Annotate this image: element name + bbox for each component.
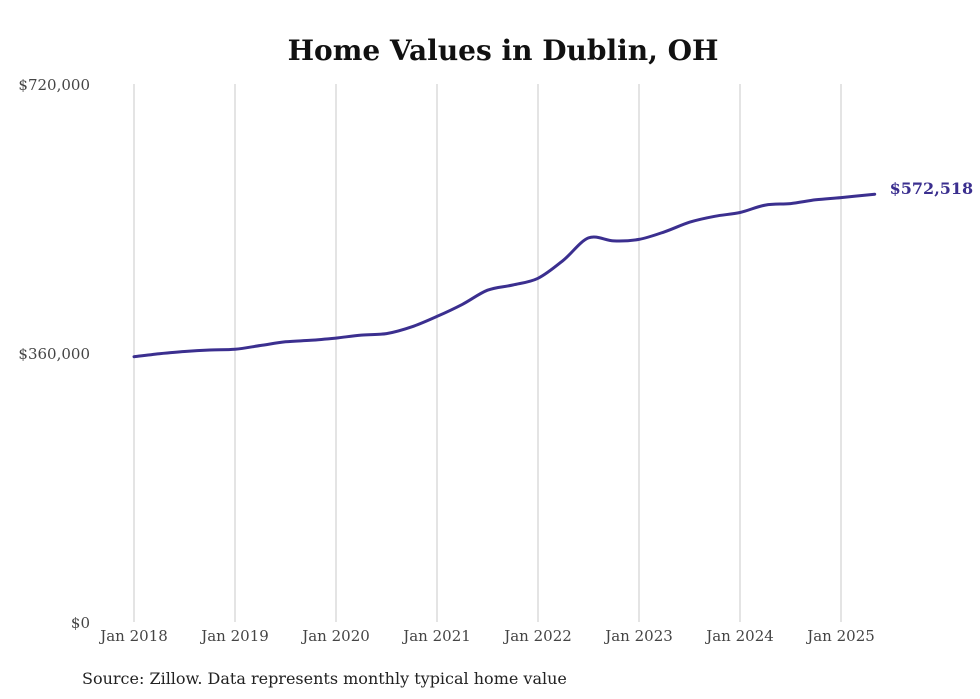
x-tick-label-2018-01: Jan 2018 bbox=[98, 627, 168, 645]
x-axis-ticks: Jan 2018 Jan 2019 Jan 2020 Jan 2021 Jan 2022… bbox=[98, 627, 875, 645]
x-tick-label-2024-01: Jan 2024 bbox=[704, 627, 774, 645]
chart-title: Home Values in Dublin, OH bbox=[288, 34, 719, 67]
x-tick-label-2020-01: Jan 2020 bbox=[300, 627, 370, 645]
end-value-label: $572,518 bbox=[890, 179, 974, 198]
gridlines bbox=[133, 84, 842, 622]
y-axis-ticks: $0 $360,000 $720,000 bbox=[18, 76, 90, 632]
source-note: Source: Zillow. Data represents monthly … bbox=[82, 669, 567, 688]
y-tick-label-0: $0 bbox=[71, 614, 90, 632]
x-tick-label-2023-01: Jan 2023 bbox=[603, 627, 673, 645]
x-tick-label-2021-01: Jan 2021 bbox=[401, 627, 471, 645]
x-tick-label-2022-01: Jan 2022 bbox=[502, 627, 572, 645]
y-tick-label-360000: $360,000 bbox=[18, 345, 90, 363]
x-tick-label-2019-01: Jan 2019 bbox=[199, 627, 269, 645]
x-tick-label-2025-01: Jan 2025 bbox=[805, 627, 875, 645]
series-line-home-value bbox=[132, 192, 877, 359]
y-tick-label-720000: $720,000 bbox=[18, 76, 90, 94]
